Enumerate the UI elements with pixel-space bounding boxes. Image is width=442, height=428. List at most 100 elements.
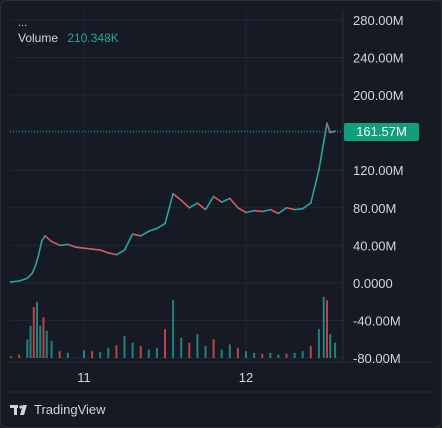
volume-bar <box>309 346 312 358</box>
price-segment <box>99 249 109 254</box>
price-point <box>123 249 126 251</box>
price-point <box>237 206 239 209</box>
volume-bar <box>269 352 272 358</box>
price-segment <box>108 252 117 256</box>
price-point <box>34 265 37 267</box>
price-segment <box>37 240 43 255</box>
price-point <box>75 246 77 249</box>
volume-bar <box>58 351 61 358</box>
price-point <box>44 235 47 237</box>
volume-bar <box>322 296 325 358</box>
volume-bar <box>45 330 48 358</box>
price-point <box>50 240 53 243</box>
price-segment <box>213 195 223 203</box>
price-point <box>322 141 325 143</box>
price-point <box>147 230 150 233</box>
price-segment <box>67 243 77 248</box>
price-segment <box>302 202 312 210</box>
price-segment <box>164 193 174 224</box>
volume-bar <box>10 356 13 358</box>
volume-bar <box>334 342 337 358</box>
price-point <box>66 243 69 246</box>
price-segment <box>237 207 247 214</box>
volume-bar <box>115 345 118 358</box>
volume-bar <box>42 317 45 358</box>
volume-bar <box>220 349 223 358</box>
volume-bar <box>164 329 166 358</box>
volume-bar <box>99 352 102 358</box>
legend: ... Volume 210.348K <box>18 18 119 46</box>
volume-bar <box>39 325 42 358</box>
price-point <box>196 202 199 204</box>
price-point <box>293 208 296 211</box>
price-chart[interactable] <box>10 10 343 362</box>
price-point <box>309 202 312 204</box>
price-point <box>245 211 247 214</box>
price-segment <box>123 233 134 251</box>
price-point <box>31 272 34 275</box>
price-segment <box>221 197 231 203</box>
price-segment <box>11 280 20 283</box>
price-segment <box>322 123 328 143</box>
tradingview-logo-icon <box>10 404 27 415</box>
price-segment <box>51 240 61 247</box>
volume-bar <box>236 347 239 358</box>
volume-bar <box>32 307 35 358</box>
price-segment <box>31 265 37 274</box>
price-segment <box>34 254 40 267</box>
last-price-tag: 161.57M <box>344 123 419 141</box>
price-segment <box>83 247 93 250</box>
volume-bar <box>107 347 110 358</box>
volume-bar <box>301 351 304 358</box>
price-point <box>83 247 85 250</box>
price-segment <box>269 208 279 215</box>
price-segment <box>115 249 125 256</box>
price-segment <box>326 123 331 133</box>
price-point <box>269 208 272 211</box>
volume-bar <box>212 339 215 358</box>
volume-bar <box>204 346 207 358</box>
price-segment <box>294 207 303 211</box>
volume-bar <box>188 342 191 358</box>
legend-dots: ... <box>18 17 28 29</box>
volume-bar <box>147 349 150 358</box>
price-segment <box>254 209 263 213</box>
volume-bar <box>91 351 94 358</box>
price-point <box>37 253 40 256</box>
volume-bar <box>329 334 332 358</box>
volume-bar <box>285 353 288 358</box>
price-segment <box>44 235 53 243</box>
price-segment <box>229 197 239 209</box>
price-point <box>58 244 61 247</box>
volume-bar <box>36 301 39 358</box>
price-segment <box>180 199 190 209</box>
price-segment <box>188 202 198 209</box>
price-point <box>115 253 118 256</box>
price-point <box>188 206 191 209</box>
brand-name: TradingView <box>34 402 106 417</box>
price-segment <box>196 202 207 211</box>
volume-bar <box>50 341 53 358</box>
price-segment <box>286 206 295 211</box>
volume-bar <box>196 334 199 358</box>
price-point <box>180 199 183 202</box>
volume-value: 210.348K <box>67 31 119 45</box>
volume-bar <box>317 329 320 358</box>
price-point <box>107 251 110 254</box>
price-point <box>204 208 207 211</box>
volume-bar <box>26 339 29 358</box>
price-point <box>91 248 93 250</box>
price-segment <box>262 208 271 213</box>
price-point <box>10 281 12 283</box>
brand[interactable]: TradingView <box>10 402 106 417</box>
price-segment <box>310 170 320 204</box>
price-point <box>261 210 264 213</box>
price-point <box>212 195 215 198</box>
volume-bar <box>245 351 247 358</box>
chart-plot-area[interactable] <box>10 10 343 362</box>
price-point <box>285 206 288 209</box>
price-point <box>172 192 175 195</box>
volume-bar <box>326 300 328 358</box>
volume-bar <box>261 353 264 358</box>
volume-bar <box>253 352 256 358</box>
